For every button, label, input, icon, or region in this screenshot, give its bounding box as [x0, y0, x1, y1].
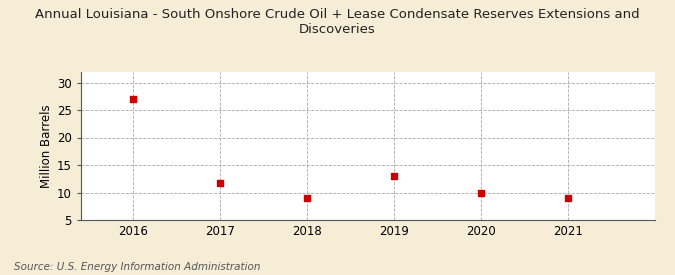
Text: Annual Louisiana - South Onshore Crude Oil + Lease Condensate Reserves Extension: Annual Louisiana - South Onshore Crude O…	[35, 8, 640, 36]
Text: Source: U.S. Energy Information Administration: Source: U.S. Energy Information Administ…	[14, 262, 260, 272]
Point	[302, 196, 313, 200]
Point	[562, 196, 573, 200]
Point	[389, 174, 400, 178]
Point	[475, 190, 486, 195]
Point	[215, 180, 225, 185]
Point	[128, 97, 138, 101]
Y-axis label: Million Barrels: Million Barrels	[40, 104, 53, 188]
